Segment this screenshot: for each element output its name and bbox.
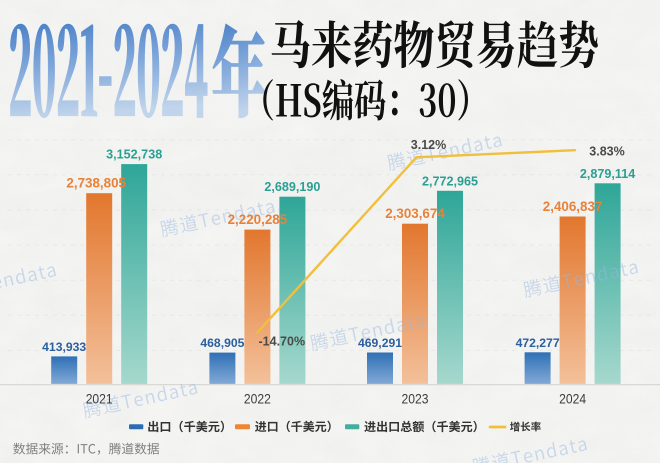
svg-text:2,772,965: 2,772,965 xyxy=(422,174,478,188)
svg-text:469,291: 469,291 xyxy=(358,336,402,350)
svg-text:472,277: 472,277 xyxy=(516,336,560,350)
svg-text:3,152,738: 3,152,738 xyxy=(106,148,162,162)
svg-text:2023: 2023 xyxy=(402,392,429,407)
svg-text:3.12%: 3.12% xyxy=(411,138,446,152)
svg-text:2,689,190: 2,689,190 xyxy=(264,180,320,194)
svg-text:2,220,285: 2,220,285 xyxy=(228,212,288,227)
svg-text:2024: 2024 xyxy=(559,392,586,407)
svg-text:2021: 2021 xyxy=(86,392,113,407)
svg-text:2,738,805: 2,738,805 xyxy=(66,176,126,191)
svg-text:-14.70%: -14.70% xyxy=(259,335,306,349)
svg-text:3.83%: 3.83% xyxy=(589,145,624,159)
svg-text:413,933: 413,933 xyxy=(42,340,86,354)
svg-text:468,905: 468,905 xyxy=(200,336,244,350)
svg-text:2,303,674: 2,303,674 xyxy=(385,206,445,221)
svg-text:2022: 2022 xyxy=(244,392,271,407)
svg-text:2,406,837: 2,406,837 xyxy=(543,199,603,214)
svg-text:2,879,114: 2,879,114 xyxy=(580,167,635,181)
